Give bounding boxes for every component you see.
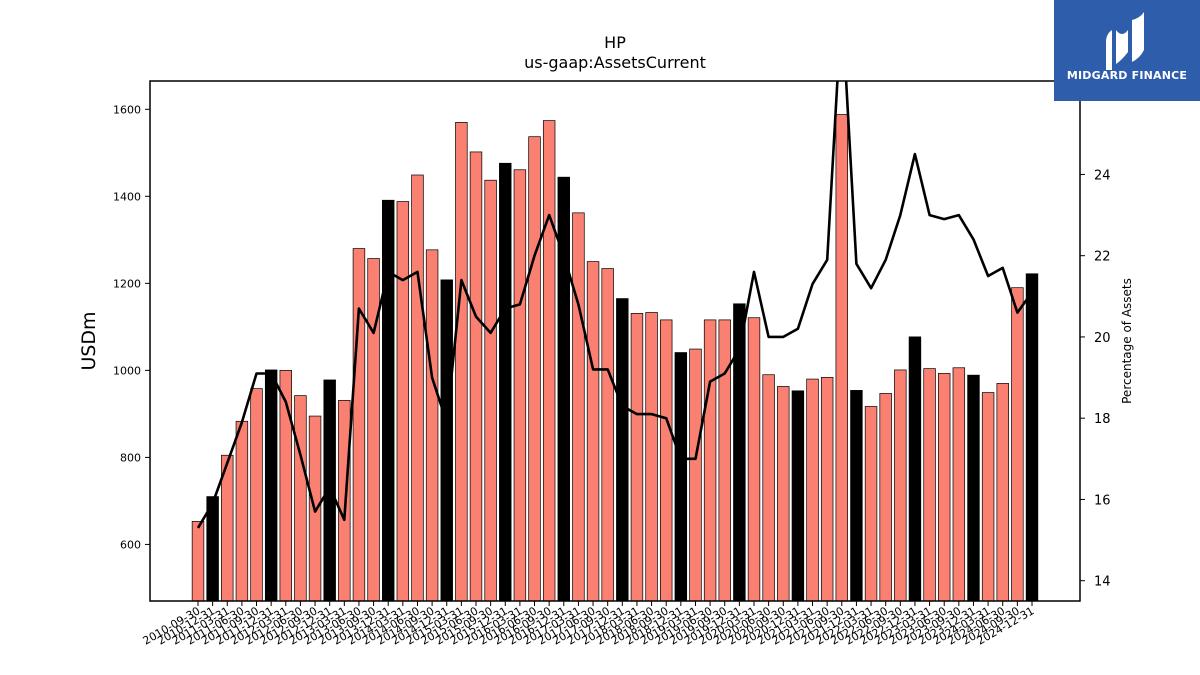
bar-series xyxy=(191,114,1039,602)
x-axis: 2010-09-302010-12-312011-03-312011-06-30… xyxy=(141,601,1037,648)
chart-title: HP xyxy=(604,33,626,52)
y-tick-label: 600 xyxy=(120,538,141,551)
y-axis-left: 600 800 1000 1200 1400 1600 xyxy=(113,103,150,551)
bar xyxy=(396,201,410,602)
y2-tick-label: 20 xyxy=(1094,331,1111,346)
bar xyxy=(923,368,936,602)
bar xyxy=(191,521,205,602)
bar xyxy=(601,268,614,602)
bar xyxy=(616,298,629,602)
bar xyxy=(513,169,527,602)
y-tick-label: 800 xyxy=(120,451,141,464)
bar xyxy=(499,162,512,602)
bar xyxy=(718,319,731,602)
bar xyxy=(250,388,263,602)
plot-area xyxy=(149,80,1081,602)
bar xyxy=(981,392,995,602)
bar xyxy=(660,319,673,602)
bar xyxy=(820,376,834,602)
y2-tick-label: 24 xyxy=(1094,168,1111,183)
bar xyxy=(996,383,1009,602)
y2-tick-label: 22 xyxy=(1094,250,1111,265)
bar xyxy=(689,348,702,602)
bar xyxy=(674,352,688,602)
bar xyxy=(630,313,644,602)
bar xyxy=(1025,273,1039,602)
bar xyxy=(762,374,775,602)
bar xyxy=(586,261,600,602)
bar xyxy=(528,136,541,602)
percentage-line-series xyxy=(196,81,1034,529)
bar xyxy=(938,373,951,602)
bar xyxy=(542,120,556,602)
y-tick-label: 1400 xyxy=(113,190,141,203)
bar xyxy=(338,400,351,602)
bar xyxy=(879,393,892,602)
bar xyxy=(323,379,336,602)
y2-tick-label: 16 xyxy=(1094,493,1111,508)
bar xyxy=(850,390,863,602)
y-tick-label: 1600 xyxy=(113,103,141,116)
bar xyxy=(469,151,483,602)
bar xyxy=(952,367,966,602)
brand-logo: MIDGARD FINANCE xyxy=(1054,0,1200,101)
bar xyxy=(645,312,658,602)
bar xyxy=(747,317,761,602)
y2-tick-label: 18 xyxy=(1094,412,1111,427)
bar xyxy=(806,378,819,602)
bar xyxy=(382,199,395,602)
y2-tick-label: 14 xyxy=(1094,575,1111,590)
bar xyxy=(484,179,497,602)
y-axis-label: USDm xyxy=(78,311,100,370)
bar xyxy=(425,249,439,602)
bar xyxy=(294,395,307,602)
brand-logo-text: MIDGARD FINANCE xyxy=(1066,69,1188,82)
y-axis-right: 14 16 18 20 22 24 xyxy=(1080,168,1111,590)
chart-subtitle: us-gaap:AssetsCurrent xyxy=(524,53,706,72)
bar xyxy=(411,174,424,602)
bar xyxy=(1011,287,1024,602)
bar xyxy=(572,212,585,602)
bar xyxy=(908,336,922,602)
bar xyxy=(264,369,278,602)
bar xyxy=(703,319,717,602)
y2-axis-label: Percentage of Assets xyxy=(1120,278,1134,404)
y-tick-label: 1200 xyxy=(113,277,141,290)
percentage-line xyxy=(196,81,1034,529)
y-tick-label: 1000 xyxy=(113,364,141,377)
bar xyxy=(967,374,980,602)
bar xyxy=(777,386,790,602)
bar xyxy=(894,369,907,602)
bar xyxy=(791,390,805,602)
bar xyxy=(367,258,380,602)
bar xyxy=(235,420,249,602)
bar xyxy=(352,248,366,602)
midgard-logo-icon xyxy=(1106,12,1144,70)
bar xyxy=(864,406,878,602)
bar xyxy=(455,121,468,602)
bar xyxy=(440,279,453,602)
bar xyxy=(835,114,848,602)
